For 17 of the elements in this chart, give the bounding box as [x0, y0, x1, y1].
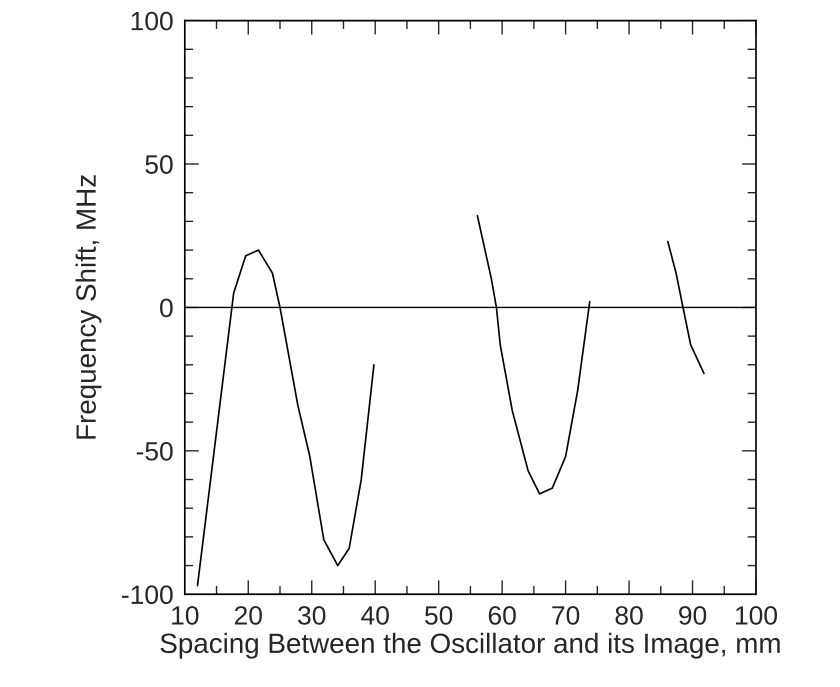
- x-tick-label: 70: [552, 606, 580, 625]
- y-tick-label: -50: [136, 442, 173, 461]
- x-tick-label: 10: [172, 606, 198, 625]
- x-tick-label: 60: [488, 606, 516, 625]
- y-tick-label: 0: [160, 298, 173, 318]
- x-tick-label: 100: [736, 606, 777, 625]
- y-axis-title: Frequency Shift, MHz: [76, 175, 102, 439]
- x-tick-label: 20: [234, 606, 262, 625]
- x-tick-label: 90: [679, 606, 706, 625]
- x-tick-label: 40: [361, 606, 389, 625]
- y-tick-label: -100: [122, 585, 173, 604]
- x-tick-label: 30: [298, 606, 326, 625]
- x-tick-label: 80: [616, 606, 643, 625]
- y-tick-label: 50: [145, 155, 173, 174]
- x-tick-label: 50: [425, 606, 452, 625]
- y-tick-label: 100: [132, 12, 173, 30]
- x-axis-title: Spacing Between the Oscillator and its Image, mm: [160, 632, 780, 659]
